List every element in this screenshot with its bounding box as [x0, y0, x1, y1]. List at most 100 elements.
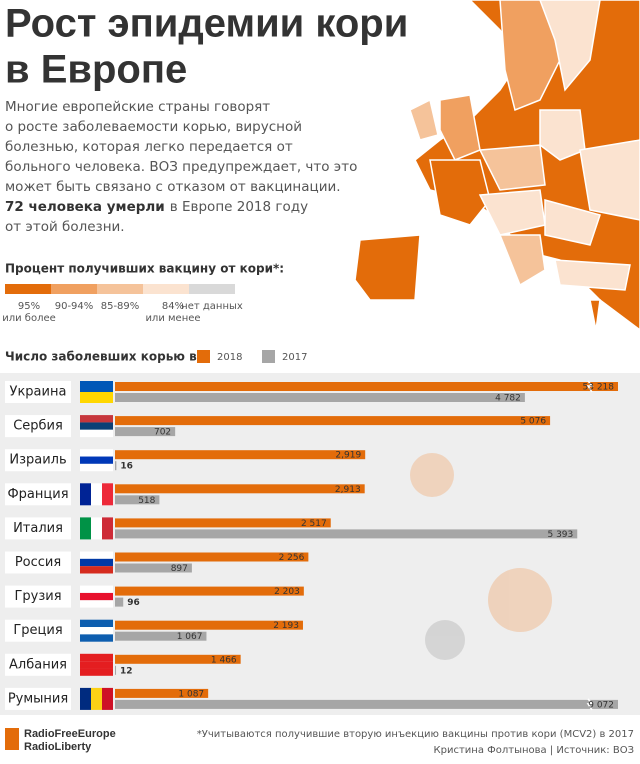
flag — [80, 449, 113, 457]
value-label: 5 393 — [547, 530, 573, 540]
bar — [115, 393, 525, 402]
flag — [102, 517, 113, 540]
flag — [80, 634, 113, 642]
category-box — [5, 517, 71, 540]
flag — [102, 483, 113, 506]
value-label: 9 072 — [588, 700, 614, 710]
value-label: 518 — [138, 496, 155, 506]
legend-label: 90-94% — [55, 301, 94, 312]
bar — [115, 552, 309, 562]
value-label: 16 — [120, 462, 133, 472]
legend-label: 84% — [162, 301, 184, 312]
category-label: Россия — [15, 555, 61, 570]
bar — [115, 563, 192, 573]
flag — [91, 483, 102, 506]
legend-title: Число заболевших корью в: — [5, 350, 202, 364]
death-rest: в Европе 2018 году — [170, 199, 308, 215]
title: Рост эпидемии кори — [5, 2, 408, 46]
bar — [115, 495, 160, 505]
bar — [115, 529, 578, 539]
value-label: 2 203 — [274, 587, 300, 597]
flag — [80, 483, 91, 506]
legend-swatch — [189, 284, 235, 294]
flag — [80, 585, 113, 593]
flag — [80, 653, 113, 662]
bar — [115, 665, 117, 675]
bar — [115, 461, 117, 471]
flag — [80, 517, 91, 540]
category-label: Израиль — [9, 453, 66, 468]
bar — [115, 518, 331, 528]
bar-break — [586, 380, 594, 393]
bar — [115, 620, 303, 630]
category-box — [5, 483, 71, 506]
legend-label: или менее — [145, 313, 200, 324]
category-label: Албания — [9, 657, 67, 672]
bar — [115, 382, 618, 391]
category-box — [5, 449, 71, 472]
category-label: Румыния — [8, 691, 68, 706]
bar — [115, 450, 366, 460]
description-line: Многие европейские страны говорят — [5, 99, 270, 115]
flag — [80, 627, 113, 635]
death-bold: 72 человека умерли — [5, 199, 165, 215]
bar — [115, 654, 241, 664]
map — [354, 0, 640, 331]
value-label: 897 — [171, 564, 188, 574]
legend-swatch — [5, 284, 51, 294]
description-line: болезнью, которая легко передается от — [5, 139, 293, 155]
legend-label: 2017 — [282, 352, 307, 363]
category-label: Украина — [10, 385, 67, 400]
category-box — [5, 551, 71, 574]
value-label: 702 — [154, 428, 171, 438]
value-label: 96 — [127, 598, 140, 608]
flag — [102, 687, 113, 710]
category-box — [5, 687, 71, 710]
flag — [80, 463, 113, 472]
flag — [80, 619, 113, 628]
legend-label: 2018 — [217, 352, 242, 363]
legend-swatch — [97, 284, 143, 294]
legend-swatch — [262, 350, 275, 363]
value-label: 2,913 — [335, 485, 361, 495]
value-label: 5 076 — [520, 417, 546, 427]
logo-text: RadioFreeEurope — [24, 728, 116, 740]
bar — [115, 688, 209, 698]
flag — [80, 600, 113, 608]
bar — [115, 631, 207, 641]
legend-label: 95% — [18, 301, 40, 312]
virus — [410, 453, 552, 660]
death-note: от этой болезни. — [5, 219, 125, 235]
logo-mark — [5, 728, 19, 750]
flag — [80, 661, 113, 669]
bar — [115, 586, 304, 596]
legend-swatch — [143, 284, 189, 294]
footnote: *Учитываются получившие вторую инъекцию … — [197, 729, 634, 740]
value-label: 1 067 — [177, 632, 203, 642]
category-box — [5, 653, 71, 676]
description-line: больного человека. ВОЗ предупреждает, чт… — [5, 159, 357, 175]
value-label: 1 087 — [178, 689, 204, 699]
flag — [80, 592, 113, 601]
flag — [91, 687, 102, 710]
category-label: Франция — [7, 487, 68, 502]
description-line: о росте заболеваемости корью, вирусной — [5, 119, 302, 135]
value-label: 2 193 — [273, 621, 299, 631]
flag — [80, 687, 91, 710]
bar — [115, 484, 365, 494]
flag — [80, 558, 113, 567]
bar — [115, 597, 124, 607]
flag — [80, 415, 113, 423]
bar — [115, 427, 176, 437]
bar — [115, 416, 551, 426]
logo-text: RadioLiberty — [24, 741, 92, 753]
death-note: 72 человека умерли в Европе 2018 году — [5, 199, 308, 215]
flag — [80, 551, 113, 559]
legend-swatch — [197, 350, 210, 363]
value-label: 4 782 — [495, 394, 521, 404]
value-label: 2,919 — [335, 451, 361, 461]
category-label: Греция — [13, 623, 62, 638]
category-box — [5, 381, 71, 403]
legend-label: 85-89% — [101, 301, 140, 312]
